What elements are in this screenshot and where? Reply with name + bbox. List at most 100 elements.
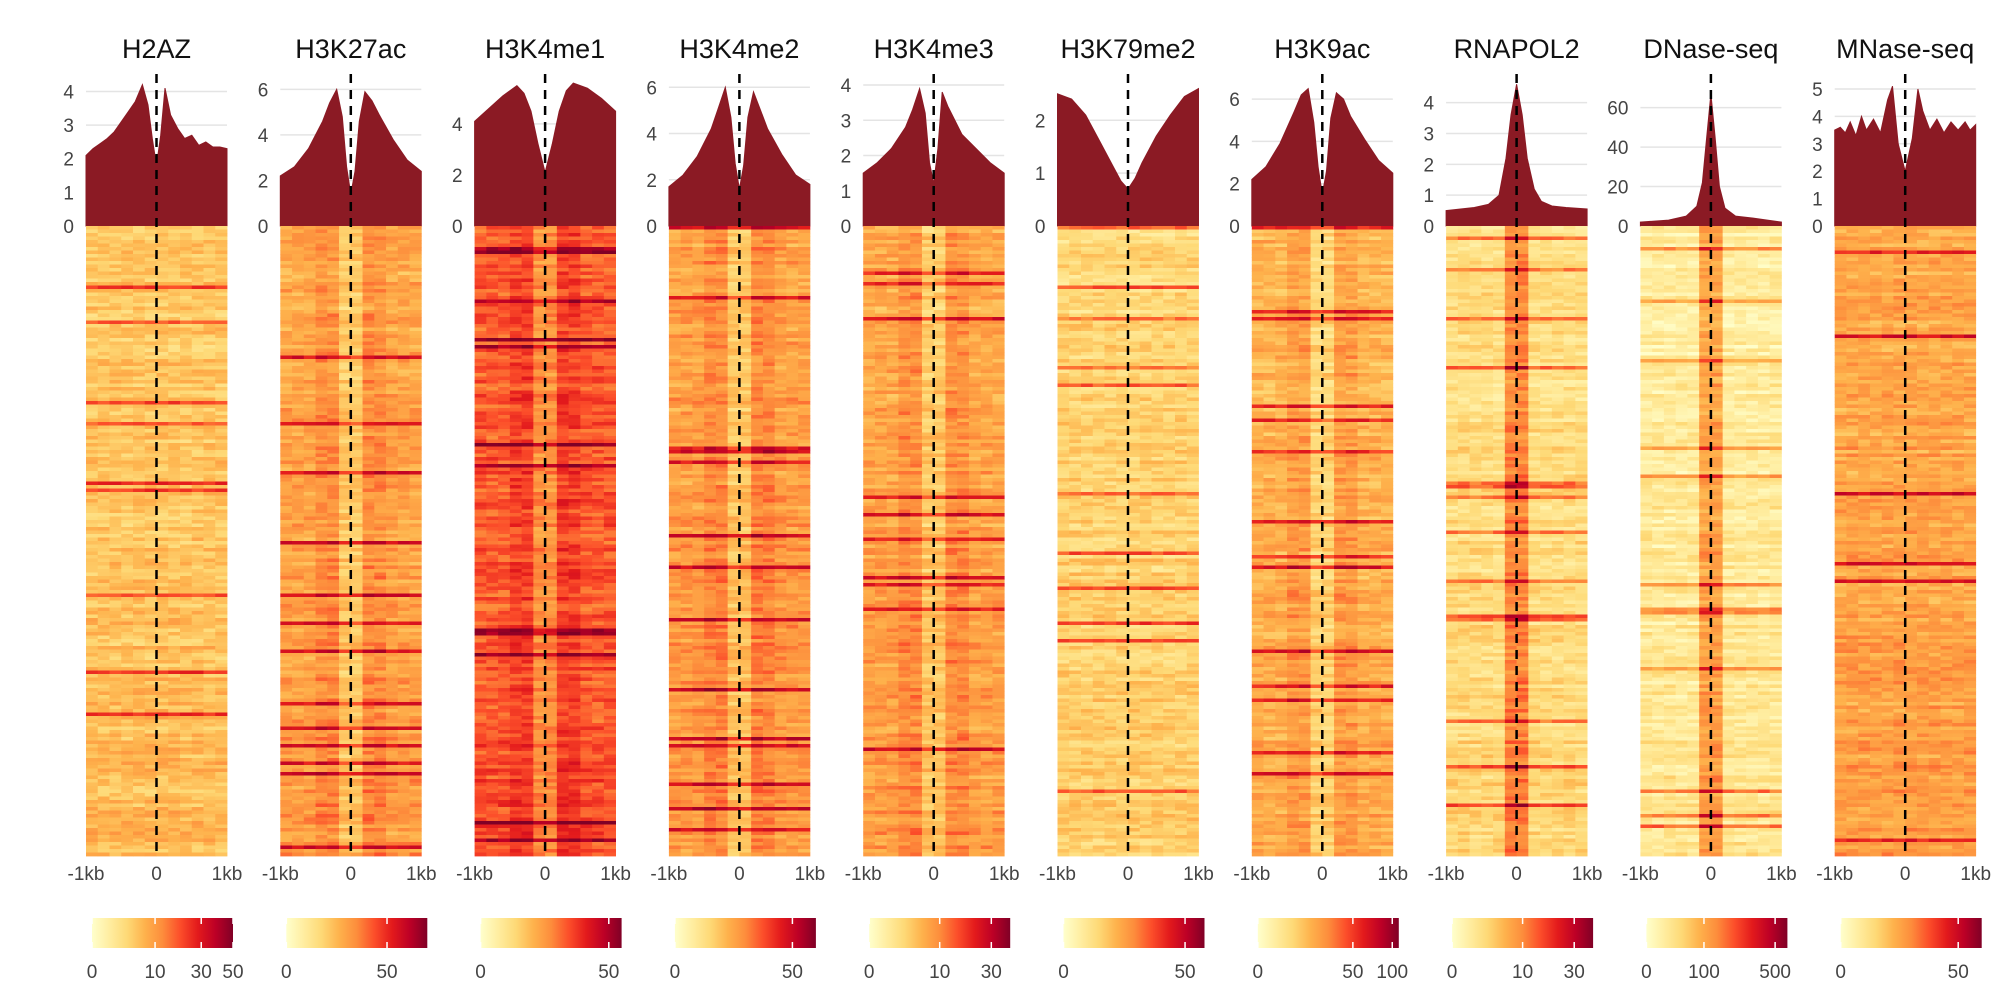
heatmap-cell <box>316 797 328 801</box>
heatmap-cell <box>533 359 545 363</box>
heatmap-cell <box>86 261 98 265</box>
heatmap-cell <box>180 275 192 279</box>
heatmap-cell <box>121 664 133 668</box>
heatmap-cell <box>339 447 351 451</box>
heatmap-cell <box>316 653 328 657</box>
heatmap-cell <box>386 261 398 265</box>
heatmap-cell <box>327 741 339 745</box>
heatmap-cell <box>327 587 339 591</box>
heatmap-cell <box>339 531 351 535</box>
heatmap-cell <box>410 405 422 409</box>
heatmap-cell <box>98 436 110 440</box>
heatmap-cell <box>592 303 604 307</box>
heatmap-cell <box>133 426 145 430</box>
heatmap-cell <box>157 485 169 489</box>
heatmap-cell <box>398 454 410 458</box>
heatmap-cell <box>569 282 581 286</box>
heatmap-cell <box>110 741 122 745</box>
heatmap-cell <box>110 776 122 780</box>
heatmap-cell <box>351 510 363 514</box>
heatmap-cell <box>363 503 375 507</box>
heatmap-cell <box>339 751 351 755</box>
heatmap-cell <box>157 678 169 682</box>
heatmap-cell <box>180 534 192 538</box>
heatmap-cell <box>327 345 339 349</box>
heatmap-cell <box>110 492 122 496</box>
heatmap-cell <box>363 765 375 769</box>
heatmap-cell <box>86 489 98 493</box>
heatmap-cell <box>569 226 581 230</box>
heatmap-cell <box>580 226 592 230</box>
heatmap-cell <box>292 657 304 661</box>
heatmap-cell <box>374 636 386 640</box>
heatmap-cell <box>545 233 557 237</box>
heatmap-cell <box>110 685 122 689</box>
heatmap-cell <box>374 576 386 580</box>
heatmap-cell <box>363 555 375 559</box>
heatmap-cell <box>339 492 351 496</box>
heatmap-cell <box>168 275 180 279</box>
heatmap-cell <box>386 653 398 657</box>
heatmap-cell <box>180 685 192 689</box>
heatmap-cell <box>557 275 569 279</box>
heatmap-cell <box>121 776 133 780</box>
heatmap-cell <box>327 734 339 738</box>
heatmap-cell <box>98 604 110 608</box>
heatmap-cell <box>121 538 133 542</box>
heatmap-cell <box>374 786 386 790</box>
heatmap-cell <box>410 699 422 703</box>
heatmap-cell <box>121 636 133 640</box>
heatmap-cell <box>604 251 616 255</box>
heatmap-cell <box>133 275 145 279</box>
heatmap-cell <box>98 821 110 825</box>
heatmap-cell <box>180 580 192 584</box>
heatmap-cell <box>192 678 204 682</box>
heatmap-cell <box>168 321 180 325</box>
heatmap-cell <box>410 716 422 720</box>
heatmap-cell <box>304 499 316 503</box>
heatmap-cell <box>363 821 375 825</box>
heatmap-cell <box>351 464 363 468</box>
heatmap-cell <box>204 524 216 528</box>
heatmap-cell <box>398 597 410 601</box>
heatmap-cell <box>327 391 339 395</box>
heatmap-cell <box>145 447 157 451</box>
heatmap-cell <box>280 653 292 657</box>
heatmap-cell <box>157 758 169 762</box>
heatmap-cell <box>386 692 398 696</box>
heatmap-cell <box>204 741 216 745</box>
heatmap-cell <box>339 800 351 804</box>
heatmap-cell <box>204 450 216 454</box>
heatmap-cell <box>180 443 192 447</box>
heatmap-cell <box>351 513 363 517</box>
heatmap-cell <box>363 590 375 594</box>
heatmap-cell <box>304 338 316 342</box>
heatmap-cell <box>157 289 169 293</box>
heatmap-cell <box>86 464 98 468</box>
heatmap-cell <box>86 321 98 325</box>
heatmap-cell <box>410 559 422 563</box>
heatmap-cell <box>280 720 292 724</box>
heatmap-cell <box>192 587 204 591</box>
heatmap-cell <box>475 370 487 374</box>
heatmap-cell <box>133 359 145 363</box>
heatmap-cell <box>363 251 375 255</box>
heatmap-cell <box>304 807 316 811</box>
heatmap-cell <box>204 366 216 370</box>
heatmap-cell <box>316 545 328 549</box>
heatmap-cell <box>398 587 410 591</box>
heatmap-cell <box>398 282 410 286</box>
heatmap-cell <box>374 811 386 815</box>
heatmap-cell <box>204 597 216 601</box>
heatmap-cell <box>121 604 133 608</box>
heatmap-cell <box>292 737 304 741</box>
heatmap-cell <box>145 233 157 237</box>
heatmap-cell <box>398 373 410 377</box>
heatmap-cell <box>157 265 169 269</box>
heatmap-cell <box>121 436 133 440</box>
heatmap-cell <box>86 314 98 318</box>
heatmap-cell <box>157 576 169 580</box>
heatmap-cell <box>363 426 375 430</box>
heatmap-cell <box>110 636 122 640</box>
heatmap-cell <box>292 314 304 318</box>
